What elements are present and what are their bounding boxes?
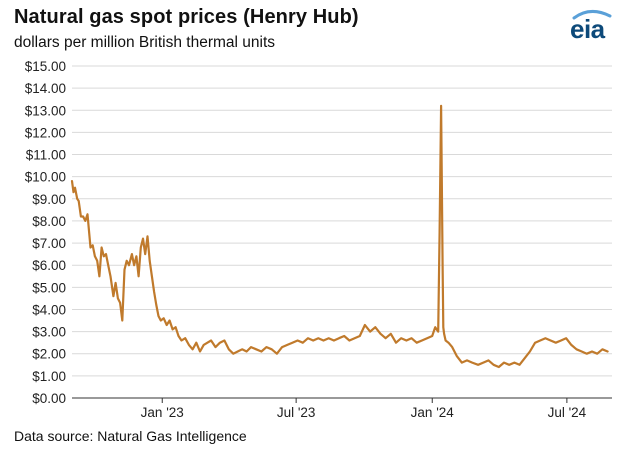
x-tick-label: Jul '23: [277, 405, 316, 420]
y-tick-label: $10.00: [25, 170, 66, 185]
y-tick-label: $1.00: [32, 369, 66, 384]
y-tick-label: $5.00: [32, 280, 66, 295]
y-tick-label: $13.00: [25, 103, 66, 118]
x-tick-label: Jan '23: [141, 405, 184, 420]
series-line-henry-hub: [70, 104, 609, 369]
grid-lines: [72, 65, 612, 377]
y-tick-label: $0.00: [32, 391, 66, 406]
eia-logo-arc-icon: [572, 10, 612, 20]
y-tick-label: $7.00: [32, 236, 66, 251]
chart-subtitle: dollars per million British thermal unit…: [14, 34, 276, 51]
chart-title: Natural gas spot prices (Henry Hub): [14, 6, 359, 28]
data-source-note: Data source: Natural Gas Intelligence: [14, 428, 247, 444]
y-tick-label: $15.00: [25, 59, 66, 74]
y-tick-label: $12.00: [25, 125, 66, 140]
eia-logo[interactable]: eia: [566, 6, 618, 44]
y-tick-label: $9.00: [32, 192, 66, 207]
x-axis-ticks: Jan '23 Jul '23 Jan '24 Jul '24: [141, 398, 587, 420]
y-tick-label: $3.00: [32, 325, 66, 340]
eia-logo-text: eia: [570, 14, 605, 44]
y-tick-label: $11.00: [26, 148, 66, 163]
y-tick-label: $2.00: [32, 347, 66, 362]
y-tick-label: $4.00: [32, 302, 66, 317]
x-tick-label: Jul '24: [548, 405, 587, 420]
y-axis-ticks: $0.00 $1.00 $2.00 $3.00 $4.00 $5.00 $6.00 $7.00…: [25, 59, 66, 406]
y-tick-label: $8.00: [32, 214, 66, 229]
y-tick-label: $14.00: [25, 81, 66, 96]
y-tick-label: $6.00: [32, 258, 66, 273]
x-tick-label: Jan '24: [411, 405, 455, 420]
